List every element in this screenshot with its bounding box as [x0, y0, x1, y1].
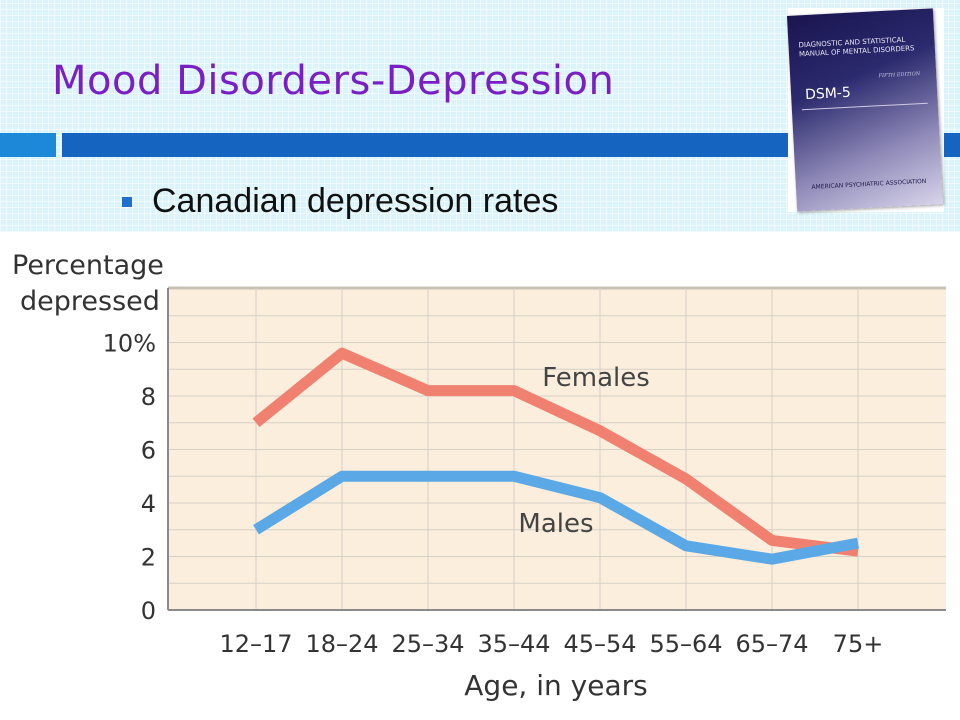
x-tick-label: 25–34 — [391, 630, 464, 658]
x-tick-label: 45–54 — [563, 630, 636, 658]
depression-rate-chart: 0 2 4 6 8 10% 12–17 18–24 25–34 35–44 45–54 55–64 65… — [12, 250, 946, 702]
slide-title: Mood Disorders-Depression — [52, 58, 615, 104]
y-tick-label: 6 — [141, 437, 156, 465]
y-tick-label: 2 — [141, 544, 156, 572]
y-tick-label: 0 — [141, 597, 156, 625]
book-publisher: AMERICAN PSYCHIATRIC ASSOCIATION — [811, 177, 927, 191]
y-tick-label: 10% — [103, 330, 156, 358]
series-label-females: Females — [542, 363, 650, 393]
x-tick-label: 75+ — [833, 630, 884, 658]
bullet-text: Canadian depression rates — [152, 182, 559, 220]
x-tick-label: 12–17 — [219, 630, 292, 658]
dsm5-book-image: DIAGNOSTIC AND STATISTICAL MANUAL OF MEN… — [786, 8, 944, 212]
x-axis-title: Age, in years — [464, 669, 647, 702]
y-axis-title-line2: depressed — [20, 286, 160, 317]
x-tick-label: 18–24 — [305, 630, 378, 658]
y-tick-label: 8 — [141, 383, 156, 411]
book-title: DIAGNOSTIC AND STATISTICAL MANUAL OF MEN… — [798, 35, 915, 59]
book-divider — [801, 102, 928, 111]
series-line-females — [252, 347, 859, 557]
y-tick-label: 4 — [141, 490, 156, 518]
series-line-males — [253, 470, 860, 565]
book-name: DSM-5 — [804, 84, 852, 104]
accent-bar-left — [0, 133, 56, 157]
book-cover: DIAGNOSTIC AND STATISTICAL MANUAL OF MEN… — [786, 8, 944, 212]
bullet-item: Canadian depression rates — [122, 182, 558, 221]
book-edition: FIFTH EDITION — [878, 71, 921, 80]
bullet-icon — [122, 196, 132, 207]
series-label-males: Males — [518, 509, 593, 539]
x-tick-label: 55–64 — [649, 630, 722, 658]
x-tick-label: 35–44 — [477, 630, 550, 658]
y-axis-title-line1: Percentage — [12, 250, 164, 281]
x-tick-label: 65–74 — [735, 630, 808, 658]
